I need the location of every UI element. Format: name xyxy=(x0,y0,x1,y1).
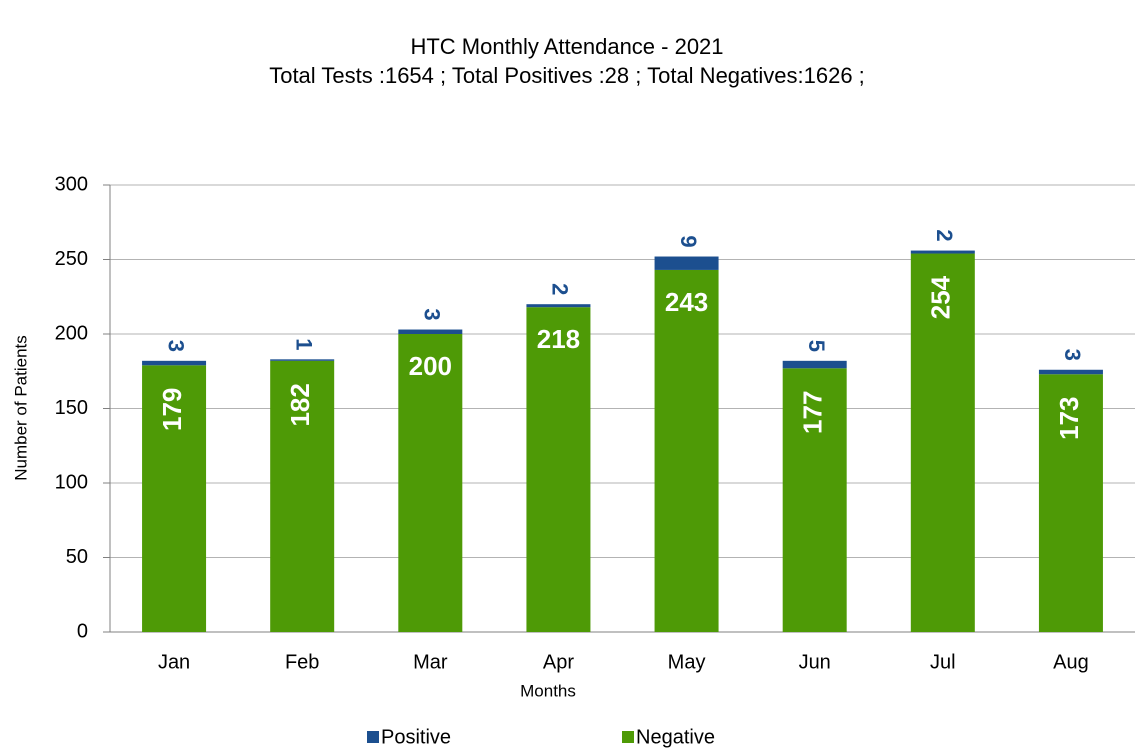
chart-title: HTC Monthly Attendance - 2021 xyxy=(410,34,723,59)
x-tick-label: Aug xyxy=(1053,651,1089,673)
x-tick-label: Jul xyxy=(930,651,956,673)
bar-segment xyxy=(910,253,975,633)
data-label: 1 xyxy=(291,338,316,350)
data-label: 243 xyxy=(665,287,708,317)
y-tick-label: 100 xyxy=(55,471,88,493)
bar-segment xyxy=(526,304,591,308)
bar-segment xyxy=(1038,374,1103,632)
legend-swatch xyxy=(622,731,634,743)
y-axis-title: Number of Patients xyxy=(11,335,30,481)
chart-subtitle: Total Tests :1654 ; Total Positives :28 … xyxy=(269,63,865,88)
bar-segment xyxy=(1038,369,1103,375)
data-label: 254 xyxy=(926,275,956,319)
x-axis-title: Months xyxy=(520,681,576,700)
y-tick-label: 50 xyxy=(66,546,88,568)
data-label: 2 xyxy=(932,229,957,241)
y-tick-label: 0 xyxy=(77,620,88,642)
data-label: 9 xyxy=(676,235,701,247)
bar-segment xyxy=(654,256,719,270)
data-label: 3 xyxy=(420,308,445,320)
legend-label: Positive xyxy=(381,726,451,748)
bar-segment xyxy=(142,360,207,366)
data-label: 3 xyxy=(163,340,188,352)
y-tick-label: 300 xyxy=(55,173,88,195)
y-tick-label: 250 xyxy=(55,248,88,270)
y-tick-label: 150 xyxy=(55,397,88,419)
bar-segment xyxy=(270,360,335,632)
x-tick-label: Apr xyxy=(543,651,574,673)
y-tick-label: 200 xyxy=(55,322,88,344)
data-label: 182 xyxy=(285,383,315,426)
x-tick-label: Jan xyxy=(158,651,190,673)
data-label: 179 xyxy=(157,388,187,431)
data-label: 200 xyxy=(409,351,452,381)
bar-segment xyxy=(782,360,847,369)
x-tick-label: Feb xyxy=(285,651,319,673)
bar-segment xyxy=(782,368,847,632)
legend-label: Negative xyxy=(636,726,715,748)
legend-swatch xyxy=(367,731,379,743)
data-label: 5 xyxy=(804,340,829,352)
data-label: 3 xyxy=(1060,349,1085,361)
bar-segment xyxy=(526,307,591,632)
data-label: 2 xyxy=(548,283,573,295)
x-tick-label: Jun xyxy=(799,651,831,673)
bar-segment xyxy=(398,334,463,632)
bar-segment xyxy=(142,365,207,632)
bar-segment xyxy=(910,250,975,254)
x-tick-label: May xyxy=(668,651,706,673)
data-label: 218 xyxy=(537,324,580,354)
x-tick-label: Mar xyxy=(413,651,448,673)
data-label: 173 xyxy=(1054,397,1084,440)
bar-segment xyxy=(270,359,335,361)
bar-segment xyxy=(654,269,719,632)
data-label: 177 xyxy=(798,391,828,434)
bar-segment xyxy=(398,329,463,334)
